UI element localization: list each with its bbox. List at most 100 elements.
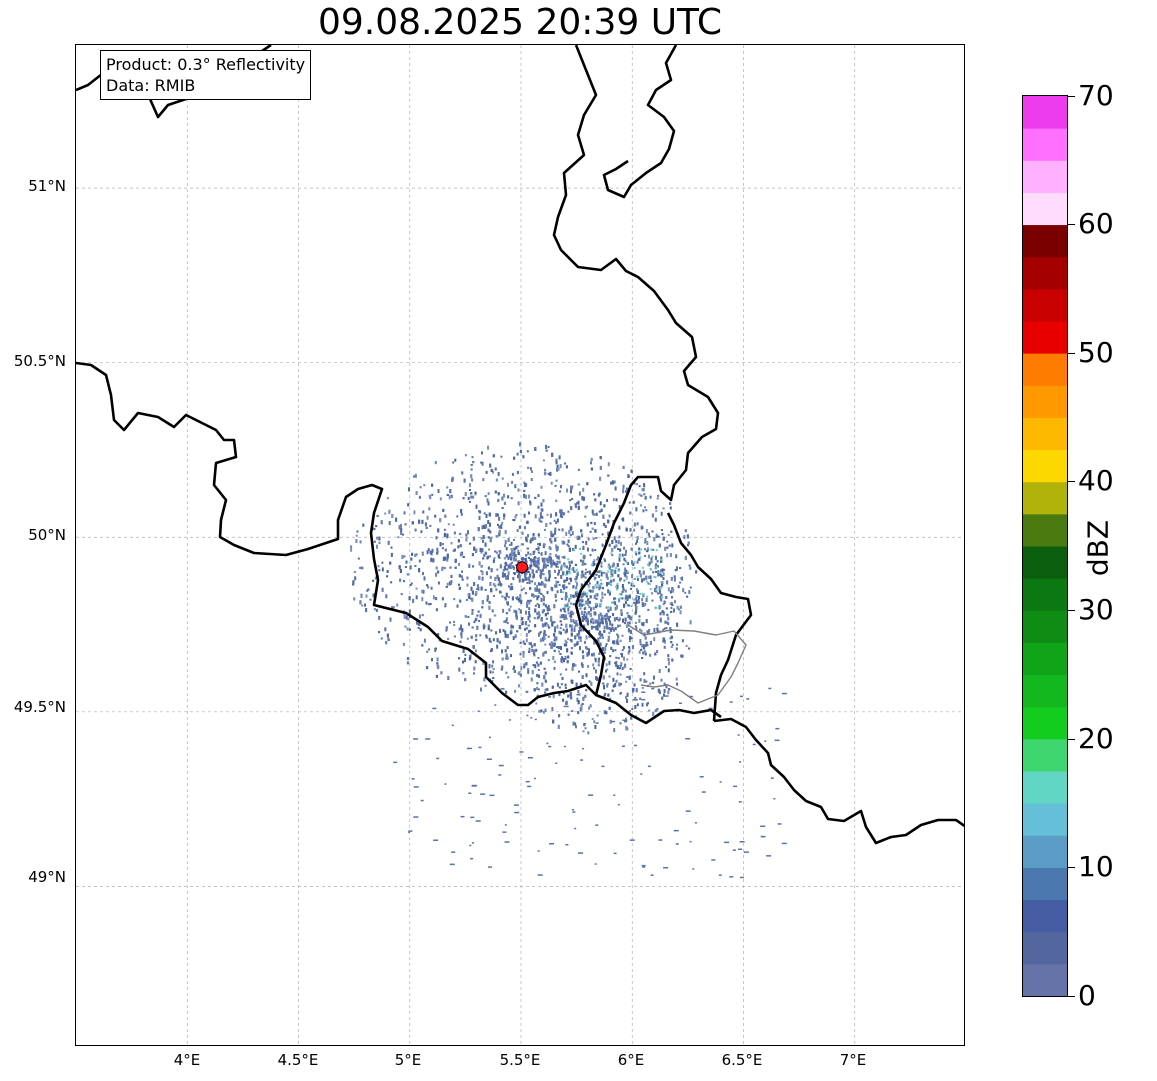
echo-pixel bbox=[581, 650, 584, 654]
echo-pixel bbox=[701, 791, 706, 793]
echo-pixel bbox=[565, 573, 568, 576]
echo-pixel bbox=[505, 657, 507, 660]
echo-pixel bbox=[360, 593, 363, 598]
echo-pixel bbox=[548, 577, 551, 582]
echo-pixel bbox=[428, 648, 431, 651]
echo-pixel bbox=[667, 654, 670, 658]
echo-pixel bbox=[519, 450, 522, 453]
echo-pixel bbox=[449, 489, 452, 494]
echo-pixel bbox=[481, 548, 484, 553]
echo-pixel bbox=[536, 565, 539, 569]
echo-pixel bbox=[544, 691, 547, 694]
echo-pixel bbox=[588, 586, 591, 588]
colorbar-segment bbox=[1023, 417, 1067, 451]
echo-pixel bbox=[442, 508, 445, 512]
echo-pixel bbox=[458, 627, 461, 631]
echo-pixel bbox=[487, 520, 490, 524]
echo-pixel bbox=[461, 628, 464, 633]
echo-pixel bbox=[495, 535, 498, 538]
echo-pixel bbox=[623, 546, 626, 550]
echo-pixel bbox=[522, 653, 525, 658]
echo-pixel bbox=[565, 586, 568, 589]
colorbar-segment bbox=[1023, 96, 1067, 129]
echo-pixel bbox=[627, 614, 630, 618]
radar-map[interactable] bbox=[75, 44, 965, 1046]
echo-pixel bbox=[622, 465, 625, 469]
echo-pixel bbox=[537, 611, 540, 616]
echo-pixel bbox=[528, 647, 531, 652]
echo-pixel bbox=[564, 639, 567, 642]
echo-pixel bbox=[633, 601, 636, 604]
echo-pixel bbox=[513, 519, 516, 522]
echo-pixel bbox=[531, 569, 534, 574]
echo-pixel bbox=[578, 630, 580, 634]
echo-pixel bbox=[526, 601, 528, 605]
echo-pixel bbox=[551, 685, 554, 689]
echo-pixel bbox=[465, 533, 468, 537]
echo-pixel bbox=[496, 644, 499, 649]
echo-pixel bbox=[662, 507, 665, 510]
echo-pixel bbox=[575, 586, 578, 590]
echo-pixel bbox=[589, 600, 591, 604]
echo-pixel bbox=[576, 693, 581, 696]
colorbar-segment bbox=[1023, 385, 1067, 418]
echo-pixel bbox=[468, 563, 471, 568]
echo-pixel bbox=[562, 571, 565, 576]
echo-pixel bbox=[630, 716, 633, 720]
echo-pixel bbox=[639, 643, 642, 646]
echo-pixel bbox=[587, 547, 589, 552]
echo-pixel bbox=[608, 565, 611, 570]
echo-pixel bbox=[603, 593, 606, 596]
echo-pixel bbox=[536, 612, 539, 616]
echo-pixel bbox=[417, 627, 420, 629]
echo-pixel bbox=[487, 624, 490, 628]
echo-pixel bbox=[446, 533, 449, 538]
echo-pixel bbox=[711, 859, 716, 861]
echo-pixel bbox=[653, 537, 656, 542]
echo-pixel bbox=[541, 623, 544, 628]
echo-pixel bbox=[458, 657, 461, 660]
echo-pixel bbox=[604, 559, 606, 562]
echo-pixel bbox=[483, 512, 486, 515]
echo-pixel bbox=[656, 650, 659, 653]
echo-pixel bbox=[542, 636, 545, 641]
echo-pixel bbox=[626, 658, 629, 661]
echo-pixel bbox=[611, 571, 614, 574]
echo-pixel bbox=[511, 480, 514, 484]
echo-pixel bbox=[568, 567, 571, 571]
echo-pixel bbox=[560, 509, 563, 514]
echo-pixel bbox=[426, 550, 429, 555]
echo-pixel bbox=[514, 811, 520, 814]
echo-pixel bbox=[675, 843, 679, 845]
echo-pixel bbox=[685, 810, 691, 812]
echo-pixel bbox=[611, 720, 616, 723]
echo-pixel bbox=[568, 577, 571, 580]
echo-pixel bbox=[572, 594, 575, 597]
echo-pixel bbox=[576, 590, 579, 593]
echo-pixel bbox=[470, 635, 473, 639]
echo-pixel bbox=[560, 511, 563, 516]
echo-pixel bbox=[644, 644, 647, 647]
echo-pixel bbox=[529, 599, 532, 602]
echo-pixel bbox=[615, 585, 617, 588]
echo-pixel bbox=[373, 528, 376, 531]
echo-pixel bbox=[435, 647, 437, 650]
echo-pixel bbox=[582, 615, 585, 618]
echo-pixel bbox=[641, 598, 644, 602]
echo-pixel bbox=[481, 576, 484, 581]
echo-pixel bbox=[666, 540, 669, 543]
echo-pixel bbox=[527, 669, 530, 674]
echo-pixel bbox=[569, 534, 572, 537]
echo-pixel bbox=[677, 608, 680, 611]
echo-pixel bbox=[530, 564, 533, 568]
echo-pixel bbox=[658, 586, 661, 591]
echo-pixel bbox=[510, 583, 513, 586]
echo-pixel bbox=[515, 514, 518, 516]
echo-pixel bbox=[595, 627, 598, 631]
echo-pixel bbox=[648, 561, 651, 565]
echo-pixel bbox=[622, 719, 628, 721]
echo-pixel bbox=[488, 512, 491, 517]
echo-pixel bbox=[612, 684, 615, 688]
echo-pixel bbox=[537, 688, 540, 691]
echo-pixel bbox=[663, 689, 666, 693]
